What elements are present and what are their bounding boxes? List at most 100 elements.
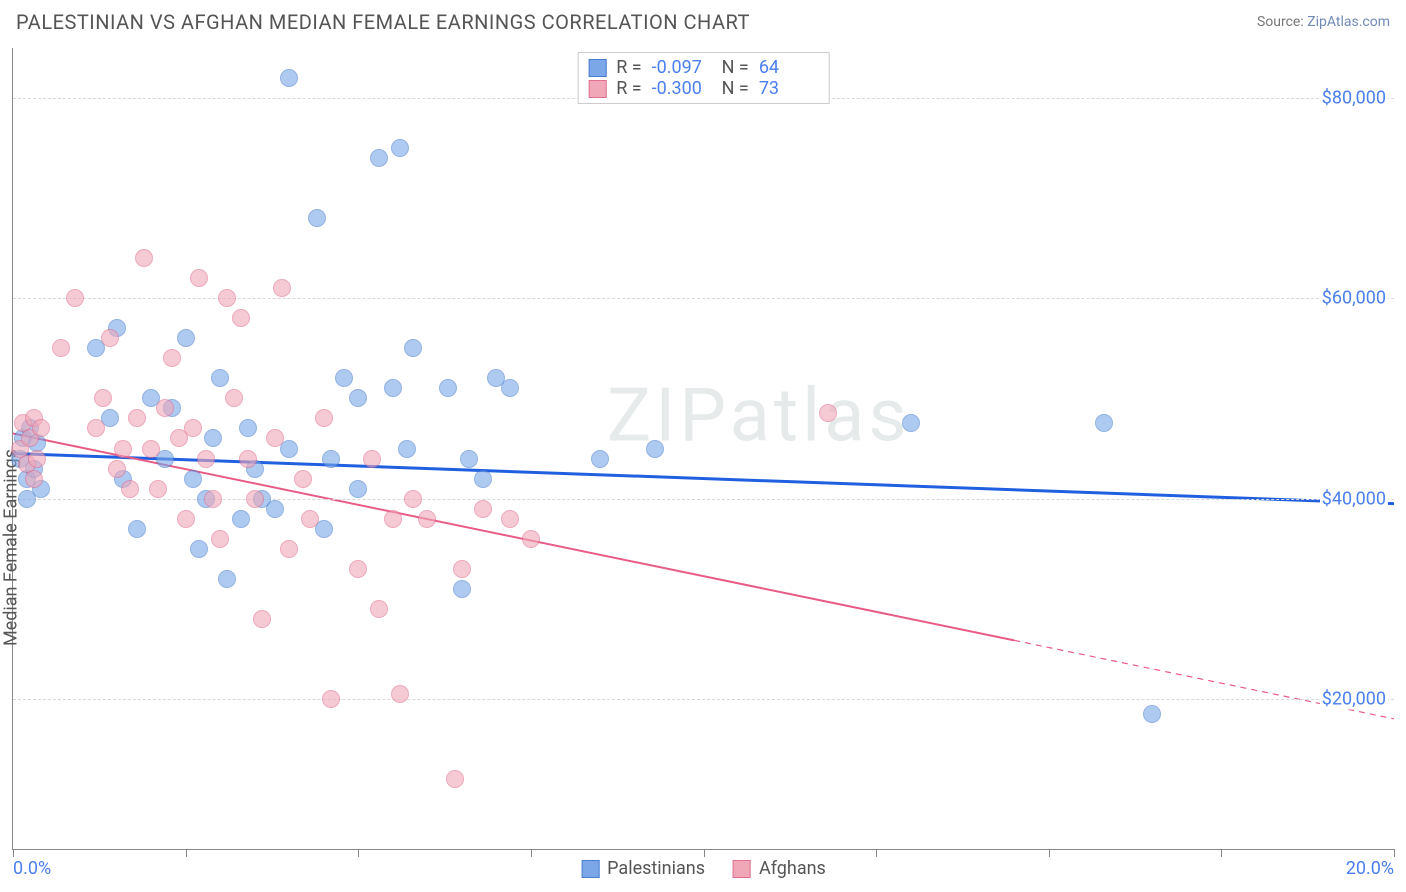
x-tick [13, 849, 14, 857]
data-point [474, 500, 492, 518]
correlation-legend-row: R =-0.300N =73 [588, 78, 819, 99]
data-point [177, 329, 195, 347]
series-legend-item: Palestinians [581, 858, 705, 879]
data-point [349, 480, 367, 498]
data-point [204, 429, 222, 447]
data-point [349, 389, 367, 407]
data-point [32, 419, 50, 437]
x-tick [531, 849, 532, 857]
data-point [902, 414, 920, 432]
data-point [418, 510, 436, 528]
gridline [13, 699, 1394, 700]
data-point [149, 480, 167, 498]
data-point [384, 510, 402, 528]
data-point [446, 770, 464, 788]
legend-swatch [733, 860, 751, 878]
data-point [266, 500, 284, 518]
source-link[interactable]: ZipAtlas.com [1307, 14, 1390, 30]
data-point [363, 450, 381, 468]
data-point [204, 490, 222, 508]
data-point [391, 685, 409, 703]
data-point [163, 349, 181, 367]
correlation-legend-row: R =-0.097N =64 [588, 57, 819, 78]
data-point [211, 369, 229, 387]
data-point [190, 269, 208, 287]
data-point [128, 520, 146, 538]
data-point [128, 409, 146, 427]
data-point [370, 600, 388, 618]
x-axis-min-label: 0.0% [13, 858, 51, 879]
series-legend-label: Afghans [759, 858, 826, 879]
data-point [101, 329, 119, 347]
data-point [522, 530, 540, 548]
x-tick [1049, 849, 1050, 857]
data-point [184, 470, 202, 488]
data-point [232, 309, 250, 327]
data-point [308, 209, 326, 227]
data-point [25, 470, 43, 488]
data-point [239, 419, 257, 437]
data-point [1143, 705, 1161, 723]
data-point [218, 289, 236, 307]
data-point [225, 389, 243, 407]
data-point [404, 339, 422, 357]
y-tick-label: $80,000 [1320, 88, 1388, 109]
data-point [322, 690, 340, 708]
x-axis-max-label: 20.0% [1346, 858, 1394, 879]
data-point [94, 389, 112, 407]
data-point [66, 289, 84, 307]
data-point [239, 450, 257, 468]
legend-r-value: -0.097 [652, 57, 712, 78]
data-point [28, 450, 46, 468]
y-tick-label: $40,000 [1320, 488, 1388, 509]
data-point [315, 409, 333, 427]
data-point [370, 149, 388, 167]
source-label: Source: ZipAtlas.com [1257, 14, 1390, 30]
data-point [280, 69, 298, 87]
data-point [87, 419, 105, 437]
data-point [218, 570, 236, 588]
data-point [439, 379, 457, 397]
data-point [819, 404, 837, 422]
plot-area: $20,000$40,000$60,000$80,000 [13, 48, 1394, 849]
data-point [177, 510, 195, 528]
data-point [246, 490, 264, 508]
data-point [232, 510, 250, 528]
data-point [453, 580, 471, 598]
x-tick [876, 849, 877, 857]
x-tick [358, 849, 359, 857]
data-point [322, 450, 340, 468]
data-point [197, 450, 215, 468]
source-prefix: Source: [1257, 14, 1307, 30]
chart-area: Median Female Earnings ZIPatlas $20,000$… [12, 48, 1394, 850]
x-tick [1394, 849, 1395, 857]
data-point [273, 279, 291, 297]
chart-title: PALESTINIAN VS AFGHAN MEDIAN FEMALE EARN… [16, 10, 750, 34]
data-point [294, 470, 312, 488]
legend-n-value: 64 [759, 57, 819, 78]
data-point [266, 429, 284, 447]
legend-r-label: R = [616, 78, 641, 99]
data-point [391, 139, 409, 157]
y-tick-label: $60,000 [1320, 288, 1388, 309]
legend-swatch [588, 59, 606, 77]
correlation-legend: R =-0.097N =64R =-0.300N =73 [577, 52, 830, 104]
data-point [301, 510, 319, 528]
legend-swatch [581, 860, 599, 878]
data-point [135, 249, 153, 267]
data-point [114, 440, 132, 458]
data-point [460, 450, 478, 468]
data-point [404, 490, 422, 508]
data-point [190, 540, 208, 558]
data-point [1095, 414, 1113, 432]
data-point [335, 369, 353, 387]
trend-lines-layer [13, 48, 1394, 849]
data-point [142, 440, 160, 458]
data-point [398, 440, 416, 458]
x-tick [186, 849, 187, 857]
data-point [591, 450, 609, 468]
x-tick [704, 849, 705, 857]
series-legend-label: Palestinians [607, 858, 705, 879]
data-point [501, 379, 519, 397]
legend-n-value: 73 [759, 78, 819, 99]
